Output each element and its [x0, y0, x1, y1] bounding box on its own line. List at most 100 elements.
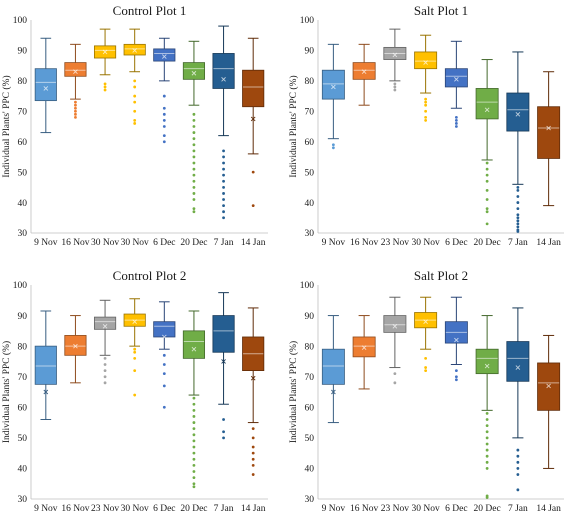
box-body [34, 345, 57, 385]
box-4 [414, 296, 438, 372]
outlier-point [162, 112, 166, 116]
outlier-point [251, 457, 255, 461]
box-body [414, 51, 438, 70]
outlier-point [331, 143, 335, 147]
outlier-point [103, 356, 107, 360]
chart-panel-3: Control Plot 2 Individual Plants' PPC (%)… [1, 268, 268, 513]
y-tick-label: 90 [18, 312, 28, 322]
chart-title: Salt Plot 2 [414, 268, 468, 283]
outlier-point [222, 149, 225, 153]
outlier-point [516, 219, 520, 223]
outlier-point [162, 353, 166, 357]
x-tick-label: 30 Nov [91, 238, 119, 248]
outlier-point [74, 115, 77, 119]
mean-marker [454, 77, 459, 82]
mean-marker [515, 112, 521, 117]
outlier-point [192, 198, 196, 201]
outlier-point [192, 112, 196, 116]
outlier-point [192, 131, 196, 134]
outlier-point [192, 463, 196, 467]
outlier-point [485, 496, 489, 499]
outlier-point [424, 100, 428, 104]
x-tick-label: 14 Jan [241, 238, 266, 248]
x-tick-label: 20 Dec [474, 238, 501, 248]
box-body [537, 362, 561, 411]
box-body [153, 321, 176, 338]
outlier-point [74, 103, 77, 107]
x-tick-label: 23 Nov [91, 504, 119, 513]
mean-marker [221, 77, 226, 82]
outlier-point [251, 170, 255, 174]
outlier-point [485, 173, 489, 177]
outlier-point [192, 439, 196, 443]
y-tick-label: 60 [305, 403, 315, 413]
outlier-point [251, 463, 255, 467]
mean-marker [546, 383, 551, 389]
x-tick-label: 23 Nov [381, 238, 409, 248]
box-body [212, 315, 235, 353]
box-body [242, 69, 265, 108]
mean-marker [515, 365, 521, 370]
outlier-point [74, 106, 77, 110]
outlier-point [192, 476, 196, 479]
outlier-point [222, 210, 225, 214]
outlier-point [222, 430, 225, 434]
outlier-point [485, 424, 489, 428]
outlier-point [424, 103, 428, 107]
x-tick-label: 16 Nov [61, 504, 89, 513]
outlier-point [516, 185, 520, 189]
mean-marker [102, 323, 108, 329]
outlier-point [516, 207, 520, 211]
outlier-point [192, 457, 196, 461]
outlier-point [103, 369, 107, 372]
outlier-point [485, 207, 489, 211]
box-body [212, 53, 235, 89]
box-8 [537, 71, 561, 207]
x-tick-label: 9 Nov [322, 238, 346, 248]
chart-title: Salt Plot 1 [414, 3, 468, 18]
outlier-point [192, 427, 196, 431]
outlier-point [103, 85, 107, 89]
x-tick-label: 7 Jan [508, 238, 528, 248]
outlier-point [516, 230, 520, 233]
outlier-point [485, 430, 489, 434]
box-6 [182, 40, 206, 214]
box-body [182, 62, 206, 80]
box-2 [352, 43, 376, 106]
mean-marker [161, 334, 167, 340]
x-tick-label: 6 Dec [153, 238, 175, 248]
outlier-point [192, 482, 196, 486]
outlier-point [192, 149, 196, 153]
chart-panel-4: Salt Plot 2 Individual Plants' PPC (%) 30 4… [288, 268, 564, 513]
outlier-point [251, 427, 255, 431]
outlier-point [393, 372, 397, 376]
outlier-point [222, 185, 225, 189]
box-2 [64, 43, 87, 119]
x-tick-label: 7 Jan [214, 238, 234, 248]
mean-marker [73, 343, 78, 349]
box-body [64, 335, 87, 356]
mean-marker [43, 86, 49, 91]
y-tick-label: 70 [18, 107, 28, 117]
y-tick-label: 40 [18, 199, 28, 209]
outlier-point [162, 106, 166, 110]
box-3 [383, 296, 407, 385]
outlier-point [133, 356, 137, 360]
mean-marker [423, 60, 428, 65]
x-tick-label: 23 Nov [381, 504, 409, 513]
outlier-point [133, 119, 137, 122]
box-body [153, 48, 176, 62]
outlier-point [516, 448, 520, 452]
outlier-point [424, 97, 428, 101]
x-tick-label: 6 Dec [153, 504, 175, 513]
x-tick-label: 16 Nov [61, 238, 89, 248]
box-body [537, 106, 561, 159]
mean-marker [161, 54, 167, 59]
x-tick-label: 20 Dec [180, 504, 207, 513]
y-tick-label: 40 [305, 465, 315, 475]
y-tick-label: 30 [18, 495, 28, 505]
outlier-point [454, 369, 458, 372]
outlier-point [516, 213, 520, 217]
box-8 [242, 307, 265, 476]
x-tick-label: 16 Nov [350, 504, 378, 513]
